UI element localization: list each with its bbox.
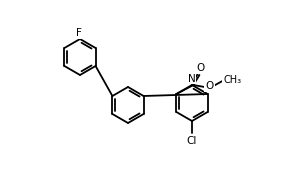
Text: CH₃: CH₃ (223, 75, 242, 85)
Text: O: O (196, 63, 205, 73)
Text: O: O (205, 81, 214, 91)
Text: N: N (188, 74, 196, 84)
Text: F: F (76, 28, 82, 38)
Text: Cl: Cl (187, 136, 197, 146)
